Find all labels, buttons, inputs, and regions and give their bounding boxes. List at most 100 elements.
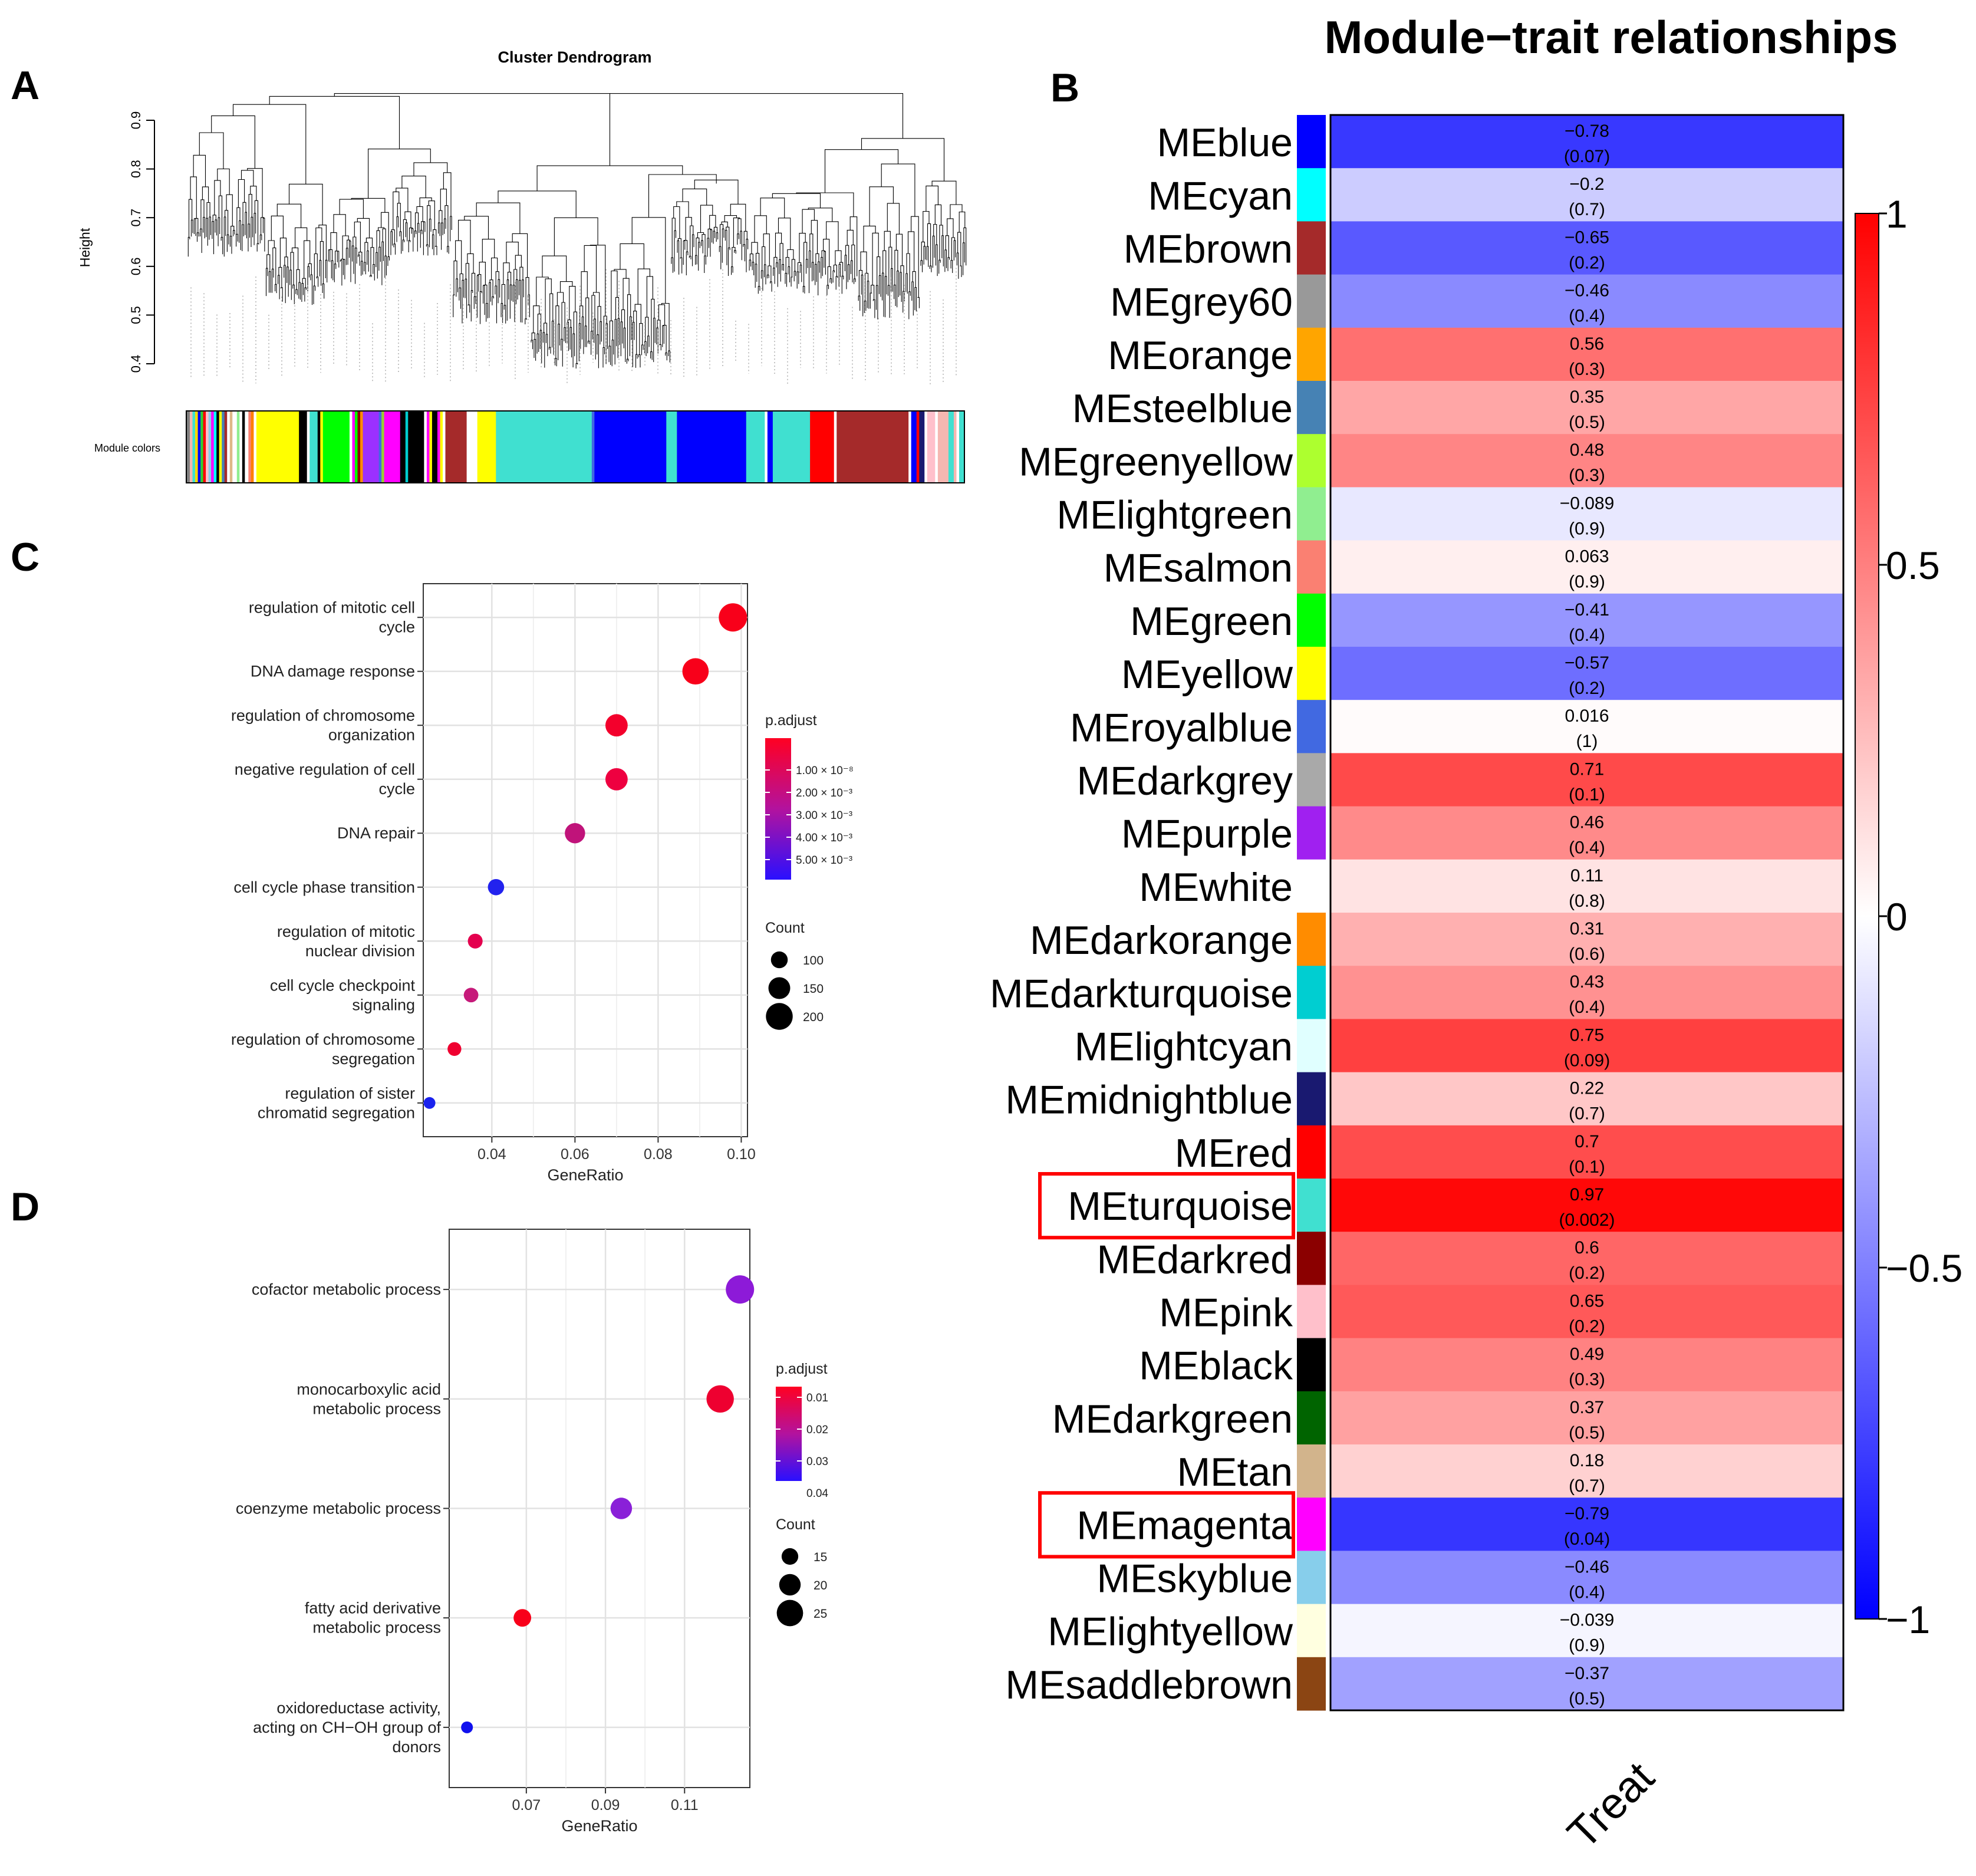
heatmap-cell-mebrown xyxy=(1330,221,1843,275)
module-color-segment xyxy=(429,411,433,483)
row-label-mewhite: MEwhite xyxy=(1139,865,1293,910)
panel-b-heatmap: Module−trait relationships MEblue −0.78 (0.… xyxy=(990,11,1962,1858)
cell-correlation: 0.65 xyxy=(1570,1291,1604,1311)
module-swatch-melightyellow xyxy=(1297,1604,1326,1658)
cell-pvalue: (0.6) xyxy=(1569,944,1605,964)
heatmap-cell-medarkorange xyxy=(1330,913,1843,966)
module-color-segment xyxy=(352,411,355,483)
cell-pvalue: (0.4) xyxy=(1569,307,1605,326)
cell-correlation: 0.37 xyxy=(1570,1398,1604,1417)
dot-point xyxy=(706,1385,734,1413)
heatmap-cell-meorange xyxy=(1330,327,1843,381)
module-color-segment xyxy=(908,411,912,483)
module-swatch-meblue xyxy=(1297,115,1326,169)
cell-correlation: 0.35 xyxy=(1570,387,1604,407)
module-color-segment xyxy=(248,411,252,483)
panel-letter-c: C xyxy=(11,535,39,580)
cell-correlation: −0.41 xyxy=(1565,600,1609,620)
x-tick-label: 0.10 xyxy=(727,1146,756,1163)
module-color-segment xyxy=(354,411,358,483)
colorbar xyxy=(1855,213,1879,1620)
cell-correlation: −0.57 xyxy=(1565,653,1609,673)
module-color-segment xyxy=(206,411,209,483)
module-colors-label: Module colors xyxy=(94,442,160,454)
size-legend-label: 100 xyxy=(803,954,824,967)
cell-correlation: 0.31 xyxy=(1570,919,1604,939)
cell-correlation: −0.65 xyxy=(1565,228,1609,247)
x-axis-label: GeneRatio xyxy=(561,1817,637,1835)
heatmap-cell-meroyalblue xyxy=(1330,700,1843,753)
module-color-segment xyxy=(405,411,409,483)
term-label: coenzyme metabolic process xyxy=(236,1500,441,1518)
module-color-segment xyxy=(216,411,220,483)
term-label: cycle xyxy=(378,780,415,798)
module-color-segment xyxy=(203,411,206,483)
module-color-segment xyxy=(677,411,747,483)
module-color-segment xyxy=(309,411,318,483)
color-legend-title: p.adjust xyxy=(776,1361,828,1377)
color-legend-label: 0.04 xyxy=(806,1487,828,1500)
row-label-megrey60: MEgrey60 xyxy=(1110,280,1293,325)
color-legend-label: 5.00 × 10⁻³ xyxy=(796,854,852,867)
heatmap-cell-melightcyan xyxy=(1330,1019,1843,1073)
module-swatch-metan xyxy=(1297,1444,1326,1498)
row-label-mepurple: MEpurple xyxy=(1121,812,1293,857)
size-legend-dot xyxy=(768,977,791,999)
y-tick-label: 0.7 xyxy=(129,209,143,227)
size-legend-dot xyxy=(766,1003,793,1030)
module-color-segment xyxy=(242,411,245,483)
module-color-segment xyxy=(349,411,353,483)
module-color-segment xyxy=(299,411,308,483)
heatmap-cell-megreen xyxy=(1330,593,1843,647)
cell-pvalue: (0.2) xyxy=(1569,1263,1605,1283)
size-legend-dot xyxy=(770,951,788,969)
module-swatch-mesteelblue xyxy=(1297,381,1326,435)
colorbar-tick-label: 1 xyxy=(1886,192,1908,236)
column-label-treat: Treat xyxy=(1558,1752,1664,1858)
module-color-segment xyxy=(384,411,401,483)
term-label: nuclear division xyxy=(305,942,415,960)
colorbar-tick-label: −0.5 xyxy=(1886,1246,1962,1290)
module-color-segment xyxy=(213,411,217,483)
module-color-segment xyxy=(767,411,773,483)
module-color-segment xyxy=(253,411,257,483)
row-label-medarkturquoise: MEdarkturquoise xyxy=(990,971,1293,1016)
term-label: donors xyxy=(392,1738,441,1756)
module-swatch-melightgreen xyxy=(1297,487,1326,541)
module-swatch-mesalmon xyxy=(1297,540,1326,594)
heatmap-cell-mepurple xyxy=(1330,806,1843,860)
module-color-segment xyxy=(357,411,361,483)
module-color-segment xyxy=(381,411,385,483)
heatmap-cell-medarkturquoise xyxy=(1330,966,1843,1019)
heatmap-cell-megreenyellow xyxy=(1330,434,1843,488)
term-label: cofactor metabolic process xyxy=(252,1281,441,1298)
color-legend-bar xyxy=(776,1387,802,1481)
module-color-segment xyxy=(227,411,230,483)
row-label-melightcyan: MElightcyan xyxy=(1075,1025,1293,1069)
x-tick-label: 0.08 xyxy=(644,1146,673,1163)
panel-d-dotplot: 0.07 0.09 0.11 cofactor metabolic process mo… xyxy=(236,1229,828,1835)
cell-pvalue: (0.3) xyxy=(1569,466,1605,485)
module-color-segment xyxy=(959,411,965,483)
module-color-segment xyxy=(229,411,233,483)
heatmap-cell-medarkgreen xyxy=(1330,1391,1843,1445)
x-tick-label: 0.04 xyxy=(477,1146,506,1163)
module-color-segment xyxy=(363,411,380,483)
dot-point xyxy=(461,1721,473,1733)
heatmap-cell-mecyan xyxy=(1330,168,1843,222)
row-label-mesteelblue: MEsteelblue xyxy=(1072,386,1293,431)
size-legend-label: 200 xyxy=(803,1011,824,1024)
row-label-mered: MEred xyxy=(1175,1131,1293,1176)
dot-point xyxy=(682,658,709,685)
module-color-segment xyxy=(320,411,324,483)
cell-correlation: −0.089 xyxy=(1560,493,1615,513)
module-color-segment xyxy=(445,411,467,483)
heatmap-cell-megrey60 xyxy=(1330,274,1843,328)
module-color-segment xyxy=(810,411,835,483)
row-label-meroyalblue: MEroyalblue xyxy=(1070,705,1293,750)
cell-correlation: 0.18 xyxy=(1570,1451,1604,1470)
module-colors-frame xyxy=(186,410,965,483)
module-swatch-meorange xyxy=(1297,327,1326,381)
heatmap-cell-mesteelblue xyxy=(1330,381,1843,435)
